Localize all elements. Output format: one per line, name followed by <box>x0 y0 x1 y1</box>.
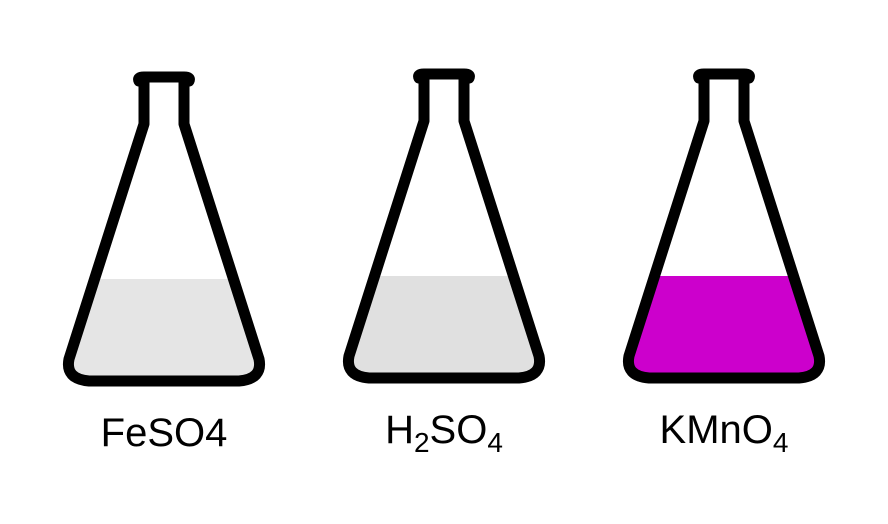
flask-label: FeSO4 <box>101 411 228 456</box>
flask-kmno4: KMnO4 <box>609 66 839 459</box>
flask-icon <box>609 66 839 396</box>
flask-h2so4: H2SO4 <box>329 66 559 459</box>
flask-icon <box>49 69 279 399</box>
flask-icon <box>329 66 559 396</box>
flask-label: H2SO4 <box>385 408 503 459</box>
flask-label: KMnO4 <box>660 408 789 459</box>
flask-feso4: FeSO4 <box>49 69 279 456</box>
